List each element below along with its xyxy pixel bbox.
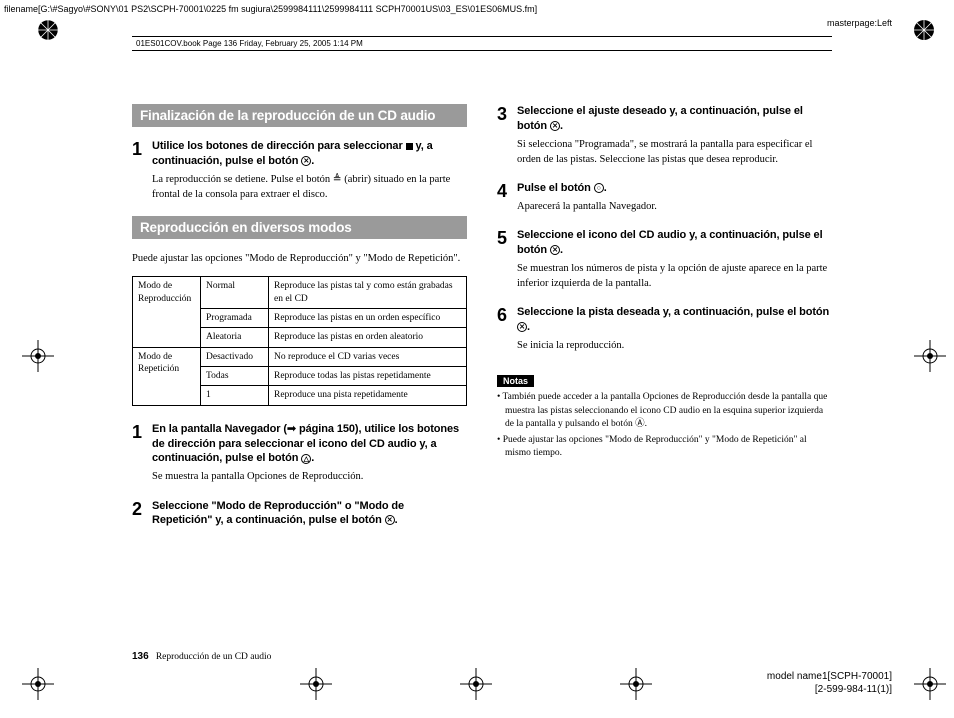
step-desc: Si selecciona "Programada", se mostrará … — [517, 137, 832, 167]
cell: Todas — [201, 367, 269, 386]
model-line-1: model name1[SCPH-70001] — [767, 670, 892, 683]
step-desc: Se muestran los números de pista y la op… — [517, 261, 832, 291]
stop-icon — [406, 143, 413, 150]
step-2-2: 2 Seleccione "Modo de Reproducción" o "M… — [132, 499, 467, 529]
x-button-icon: ✕ — [550, 245, 560, 255]
modes-table: Modo de Reproducción Normal Reproduce la… — [132, 276, 467, 405]
arrow-icon: ➟ — [287, 423, 296, 435]
text: Seleccione el ajuste deseado y, a contin… — [517, 105, 803, 132]
table-row: Modo de Reproducción Normal Reproduce la… — [133, 277, 467, 309]
page-footer: 136 Reproducción de un CD audio — [132, 651, 271, 662]
step-title: Seleccione la pista deseada y, a continu… — [517, 305, 832, 335]
cell: Reproduce las pistas tal y como están gr… — [269, 277, 467, 309]
text: En la pantalla Navegador ( — [152, 423, 287, 435]
cell: Reproduce todas las pistas repetidamente — [269, 367, 467, 386]
cell: Desactivado — [201, 347, 269, 366]
cell: Reproduce las pistas en orden aleatorio — [269, 328, 467, 347]
circle-button-icon: ○ — [594, 183, 604, 193]
crop-mark-icon — [914, 340, 946, 372]
step-number: 1 — [132, 423, 152, 441]
step-desc: Se inicia la reproducción. — [517, 338, 832, 353]
text: Pulse el botón — [517, 182, 594, 194]
step-number: 3 — [497, 105, 517, 123]
crop-mark-icon — [620, 668, 652, 700]
model-footer: model name1[SCPH-70001] [2-599-984-11(1)… — [767, 670, 892, 696]
model-line-2: [2-599-984-11(1)] — [767, 683, 892, 696]
step-desc: Aparecerá la pantalla Navegador. — [517, 199, 832, 214]
cell: No reproduce el CD varias veces — [269, 347, 467, 366]
section-header-2: Reproducción en diversos modos — [132, 216, 467, 239]
cell: Reproduce una pista repetidamente — [269, 386, 467, 405]
file-path: filename[G:\#Sagyo\#SONY\01 PS2\SCPH-700… — [4, 4, 537, 14]
step-number: 2 — [132, 500, 152, 518]
note-item: También puede acceder a la pantalla Opci… — [497, 391, 832, 431]
right-column: 3 Seleccione el ajuste deseado y, a cont… — [497, 104, 832, 532]
cell: Normal — [201, 277, 269, 309]
step-number: 6 — [497, 306, 517, 324]
crop-mark-icon — [914, 668, 946, 700]
step-number: 5 — [497, 229, 517, 247]
x-button-icon: ✕ — [517, 322, 527, 332]
section-header-1: Finalización de la reproducción de un CD… — [132, 104, 467, 127]
step-2-1: 1 En la pantalla Navegador (➟ página 150… — [132, 422, 467, 495]
step-title: Utilice los botones de dirección para se… — [152, 139, 467, 169]
text: Utilice los botones de dirección para se… — [152, 140, 406, 152]
table-row: Modo de Repetición Desactivado No reprod… — [133, 347, 467, 366]
reg-mark-icon — [36, 18, 60, 42]
crop-mark-icon — [460, 668, 492, 700]
reg-mark-icon — [912, 18, 936, 42]
cell: Reproduce las pistas en un orden específ… — [269, 309, 467, 328]
x-button-icon: ✕ — [550, 121, 560, 131]
step-desc: La reproducción se detiene. Pulse el bot… — [152, 172, 467, 202]
left-column: Finalización de la reproducción de un CD… — [132, 104, 467, 532]
step-5: 5 Seleccione el icono del CD audio y, a … — [497, 228, 832, 301]
intro-text: Puede ajustar las opciones "Modo de Repr… — [132, 251, 467, 266]
crop-mark-icon — [300, 668, 332, 700]
book-info: 01ES01COV.book Page 136 Friday, February… — [132, 36, 832, 51]
step-title: En la pantalla Navegador (➟ página 150),… — [152, 422, 467, 467]
x-button-icon: ✕ — [385, 515, 395, 525]
crop-mark-icon — [22, 668, 54, 700]
page-number: 136 — [132, 651, 149, 662]
text: Seleccione la pista deseada y, a continu… — [517, 306, 829, 318]
cell: Modo de Repetición — [133, 347, 201, 405]
notas-label: Notas — [497, 375, 534, 387]
step-title: Seleccione "Modo de Reproducción" o "Mod… — [152, 499, 467, 529]
crop-mark-icon — [22, 340, 54, 372]
step-1: 1 Utilice los botones de dirección para … — [132, 139, 467, 212]
step-title: Seleccione el icono del CD audio y, a co… — [517, 228, 832, 258]
step-4: 4 Pulse el botón ○. Aparecerá la pantall… — [497, 181, 832, 224]
masterpage-label: masterpage:Left — [827, 18, 892, 28]
text: Seleccione "Modo de Reproducción" o "Mod… — [152, 500, 404, 527]
text: Seleccione el icono del CD audio y, a co… — [517, 229, 823, 256]
cell: Aleatoria — [201, 328, 269, 347]
cell: Modo de Reproducción — [133, 277, 201, 347]
cell: 1 — [201, 386, 269, 405]
step-6: 6 Seleccione la pista deseada y, a conti… — [497, 305, 832, 363]
step-number: 4 — [497, 182, 517, 200]
cell: Programada — [201, 309, 269, 328]
page-label: Reproducción de un CD audio — [156, 652, 272, 662]
step-title: Seleccione el ajuste deseado y, a contin… — [517, 104, 832, 134]
x-button-icon: ✕ — [301, 156, 311, 166]
note-item: Puede ajustar las opciones "Modo de Repr… — [497, 434, 832, 461]
step-title: Pulse el botón ○. — [517, 181, 832, 196]
step-desc: Se muestra la pantalla Opciones de Repro… — [152, 469, 467, 484]
step-number: 1 — [132, 140, 152, 158]
triangle-button-icon: △ — [301, 454, 311, 464]
step-3: 3 Seleccione el ajuste deseado y, a cont… — [497, 104, 832, 177]
